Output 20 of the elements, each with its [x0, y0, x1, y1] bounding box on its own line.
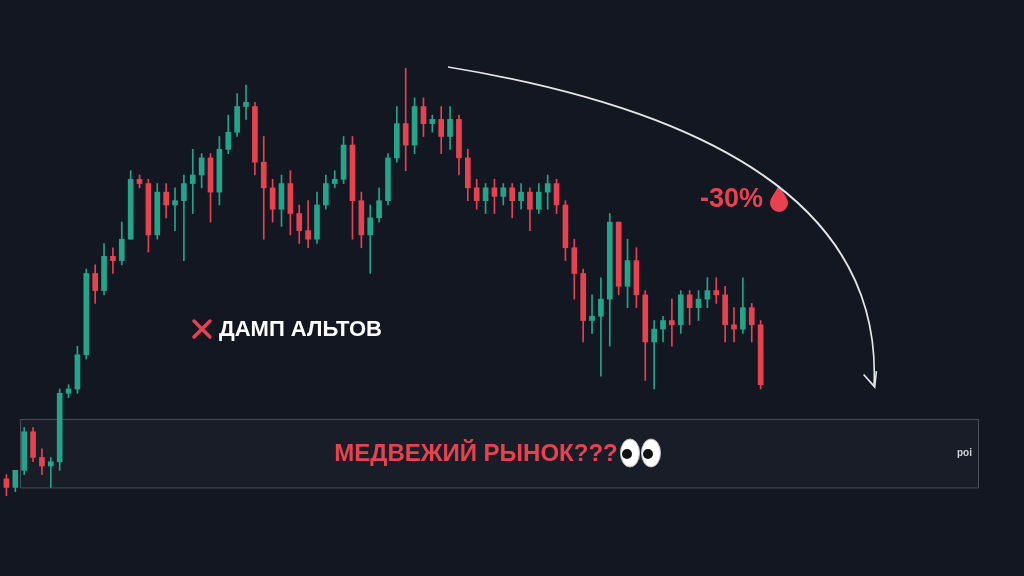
annotation: МЕДВЕЖИЙ РЫНОК???: [334, 439, 618, 468]
candlestick: [731, 307, 737, 343]
candlestick: [544, 174, 551, 210]
candlestick: [260, 136, 267, 240]
candlestick: [305, 200, 311, 249]
candlestick: [713, 277, 720, 304]
candlestick: [589, 294, 595, 334]
candlestick: [243, 84, 249, 120]
candlestick: [402, 68, 409, 172]
candlestick: [172, 187, 178, 231]
band-label: poi: [957, 446, 973, 458]
annotation: ДАМП АЛЬТОВ: [219, 316, 382, 342]
candlestick: [181, 174, 187, 261]
candlestick: [47, 457, 54, 488]
candlestick: [189, 148, 196, 214]
candlestick: [598, 277, 604, 377]
annotation: -30%: [700, 182, 764, 214]
candlestick: [110, 247, 116, 274]
candlestick: [669, 298, 675, 347]
candlestick: [651, 320, 657, 390]
